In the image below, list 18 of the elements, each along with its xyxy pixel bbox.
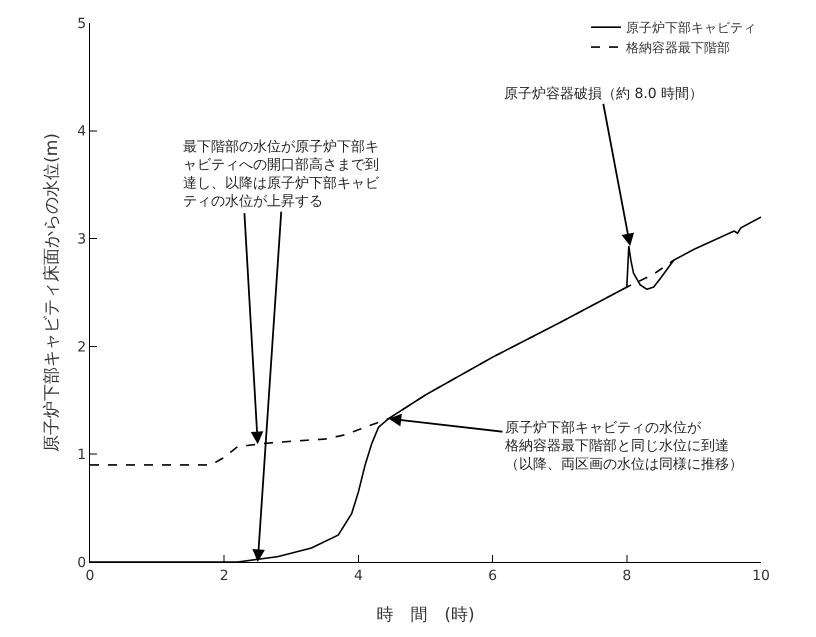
y-tick-label: 1: [77, 447, 86, 464]
y-tick-label: 3: [77, 232, 86, 248]
x-tick-label: 10: [752, 568, 770, 584]
y-tick-label: 0: [77, 554, 86, 571]
y-tick-label: 4: [77, 124, 86, 140]
x-tick-label: 8: [622, 568, 632, 584]
x-tick-label: 2: [220, 568, 229, 584]
annotation: 最下階部の水位が原子炉下部キャビティへの開口部高さまで到達し、以降は原子炉下部キャビティの水位が上昇する: [183, 139, 380, 210]
x-tick-label: 4: [354, 568, 363, 584]
legend-label: 格納容器最下階部: [625, 40, 730, 56]
x-axis-title: 時 間 (時): [376, 605, 475, 626]
x-tick-label: 6: [488, 568, 498, 584]
annotation: 原子炉容器破損（約 8.0 時間）: [504, 86, 704, 102]
legend-label: 原子炉下部キャビティ: [626, 21, 756, 36]
annotation: 原子炉下部キャビティの水位が格納容器最下階部と同じ水位に到達（以降、両区画の水位は同様に推移）: [504, 420, 743, 472]
y-tick-label: 5: [77, 16, 86, 32]
y-tick-label: 2: [77, 339, 86, 356]
y-axis-title: 原子炉下部キャビティ床面からの水位(m): [42, 133, 62, 452]
